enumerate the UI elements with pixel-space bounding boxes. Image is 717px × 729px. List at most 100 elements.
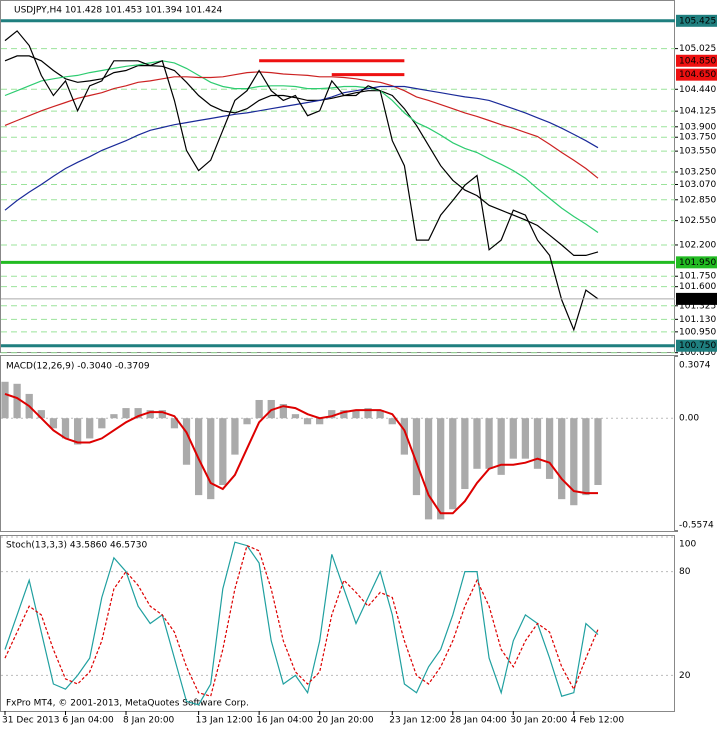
macd-bar <box>582 418 590 496</box>
macd-bar <box>98 418 106 429</box>
y-tick-label: 101.600 <box>679 282 716 292</box>
macd-bar <box>340 410 348 419</box>
macd-bar <box>303 418 312 425</box>
macd-bar <box>352 410 360 419</box>
y-tick-label: 104.125 <box>679 107 716 117</box>
macd-bar <box>412 418 421 496</box>
macd-bar <box>521 418 530 459</box>
macd-bar <box>364 408 372 419</box>
stoch-panel <box>0 535 675 712</box>
x-tick-label: 4 Feb 12:00 <box>571 716 625 726</box>
moving-average <box>4 71 599 179</box>
y-tick-label: 100 <box>679 540 696 550</box>
level-label: 100.750 <box>679 341 716 351</box>
moving-average <box>4 60 599 233</box>
stoch-line <box>4 541 599 706</box>
macd-bar <box>291 414 300 419</box>
y-tick-label: 100.650 <box>679 348 716 358</box>
y-tick-label: 103.070 <box>679 180 716 190</box>
macd-bar <box>1 381 9 419</box>
axis-label-box <box>676 292 717 305</box>
macd-bar <box>376 410 384 419</box>
macd-bar <box>231 418 239 455</box>
macd-bar <box>328 410 336 419</box>
y-tick-label: 103.900 <box>679 122 716 132</box>
macd-bar <box>400 418 408 455</box>
x-tick-label: 8 Jan 20:00 <box>123 716 175 726</box>
y-tick-label: 80 <box>679 567 691 577</box>
axis-label-box <box>676 14 717 27</box>
macd-bar <box>182 418 191 465</box>
macd-bar <box>509 418 517 459</box>
macd-bar <box>255 399 263 419</box>
y-tick-label: 102.550 <box>679 216 716 226</box>
x-tick-label: 20 Jan 20:00 <box>317 716 374 726</box>
macd-bar <box>73 418 82 445</box>
macd-bar <box>545 418 554 479</box>
level-label: 101.950 <box>679 258 716 268</box>
y-tick-label: 101.750 <box>679 272 716 282</box>
macd-bar <box>146 410 154 419</box>
macd-bar <box>110 414 118 419</box>
y-tick-label: 101.325 <box>679 301 716 311</box>
macd-bar <box>86 418 94 439</box>
x-tick-label: 6 Jan 04:00 <box>63 716 115 726</box>
x-tick-label: 30 Jan 20:00 <box>510 716 567 726</box>
macd-bar <box>49 418 58 429</box>
macd-bar <box>388 418 396 425</box>
y-tick-label: 104.440 <box>679 85 716 95</box>
macd-bar <box>158 410 166 419</box>
y-tick-label: 20 <box>679 671 691 681</box>
axis-label-box <box>676 68 717 81</box>
macd-bar <box>533 418 542 469</box>
macd-bar <box>485 418 493 469</box>
y-tick-label: 102.200 <box>679 240 716 250</box>
macd-title: MACD(12,26,9) -0.3040 -0.3709 <box>6 362 150 372</box>
y-tick-label: 103.250 <box>679 167 716 177</box>
price-panel <box>0 0 675 353</box>
macd-bar <box>461 418 469 490</box>
macd-bar <box>122 408 130 419</box>
macd-bar <box>497 418 505 475</box>
macd-bar <box>437 418 445 520</box>
macd-bar <box>473 418 481 469</box>
macd-bar <box>570 418 578 506</box>
y-tick-label: 101.130 <box>679 315 716 325</box>
y-tick-label: 105.025 <box>679 44 716 54</box>
y-tick-label: 103.550 <box>679 147 716 157</box>
y-tick-label: 103.750 <box>679 133 716 143</box>
macd-bar <box>558 418 566 500</box>
macd-bar <box>13 383 21 419</box>
price-title: USDJPY,H4 101.428 101.453 101.394 101.42… <box>14 6 223 16</box>
stoch-title: Stoch(13,3,3) 43.5860 46.5730 <box>6 541 147 551</box>
level-label: 105.425 <box>679 16 716 26</box>
macd-bar <box>61 418 70 439</box>
macd-bar <box>594 418 602 485</box>
moving-average <box>4 85 599 211</box>
price-line <box>4 30 599 332</box>
y-tick-label: 100.950 <box>679 327 716 337</box>
macd-bar <box>316 418 324 425</box>
macd-bar <box>170 418 179 429</box>
level-label: 104.850 <box>679 56 716 66</box>
x-tick-label: 31 Dec 2013 <box>2 716 60 726</box>
axis-label-box <box>676 256 717 269</box>
y-tick-label: 0.00 <box>679 414 699 424</box>
macd-signal <box>4 392 598 515</box>
macd-bar <box>219 418 227 485</box>
last-price-label: 101.424 <box>679 294 716 304</box>
level-label: 104.650 <box>679 70 716 80</box>
x-tick-label: 28 Jan 04:00 <box>450 716 507 726</box>
axis-label-box <box>676 339 717 352</box>
y-tick-label: 102.850 <box>679 195 716 205</box>
macd-bar <box>134 408 142 419</box>
macd-bar <box>243 418 251 425</box>
copyright: FxPro MT4, © 2001-2013, MetaQuotes Softw… <box>6 699 249 709</box>
x-tick-label: 23 Jan 12:00 <box>389 716 446 726</box>
x-tick-label: 16 Jan 04:00 <box>256 716 313 726</box>
y-tick-label: -0.5574 <box>679 521 714 531</box>
macd-bar <box>449 418 457 510</box>
macd-bar <box>37 410 45 419</box>
